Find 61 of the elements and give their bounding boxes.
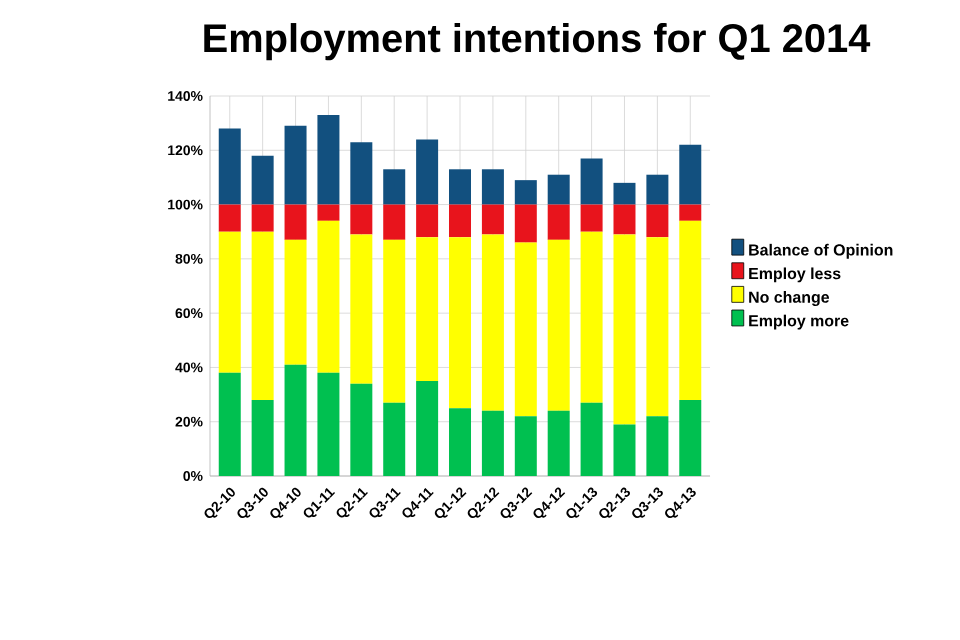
bar bbox=[613, 204, 636, 235]
bar bbox=[317, 220, 340, 373]
bar bbox=[317, 372, 340, 476]
bar bbox=[679, 220, 702, 400]
bar bbox=[646, 416, 669, 476]
bar bbox=[284, 364, 307, 476]
bar bbox=[416, 204, 439, 238]
bar bbox=[613, 424, 636, 476]
bar bbox=[383, 204, 406, 240]
bar bbox=[580, 231, 603, 403]
bar bbox=[449, 204, 472, 238]
bar bbox=[481, 169, 504, 205]
bar bbox=[317, 204, 340, 221]
bar bbox=[580, 402, 603, 476]
bar bbox=[613, 234, 636, 425]
bar bbox=[514, 416, 537, 476]
bar bbox=[218, 204, 241, 232]
bar bbox=[481, 410, 504, 476]
bar bbox=[251, 400, 274, 476]
bar bbox=[350, 234, 373, 384]
bar bbox=[350, 142, 373, 205]
bar bbox=[449, 408, 472, 476]
bar bbox=[449, 169, 472, 205]
bar bbox=[580, 158, 603, 205]
bar bbox=[481, 204, 504, 235]
bar bbox=[514, 180, 537, 205]
bar bbox=[350, 383, 373, 476]
bar bbox=[218, 231, 241, 373]
bar bbox=[251, 231, 274, 400]
bar bbox=[679, 400, 702, 476]
bar bbox=[317, 115, 340, 205]
bar bbox=[284, 125, 307, 205]
bar bbox=[580, 204, 603, 232]
bar bbox=[679, 204, 702, 221]
bar bbox=[416, 237, 439, 381]
bar bbox=[416, 139, 439, 205]
bar bbox=[514, 242, 537, 417]
bar bbox=[547, 239, 570, 411]
bar bbox=[481, 234, 504, 411]
bar bbox=[547, 204, 570, 240]
bar bbox=[514, 204, 537, 243]
bar bbox=[449, 237, 472, 409]
bar bbox=[613, 182, 636, 205]
bar bbox=[251, 155, 274, 205]
bar bbox=[251, 204, 274, 232]
bar bbox=[350, 204, 373, 235]
bar bbox=[547, 174, 570, 205]
bar bbox=[383, 402, 406, 476]
bar bbox=[416, 381, 439, 476]
bar bbox=[284, 239, 307, 365]
bar bbox=[218, 128, 241, 205]
chart-title: Employment intentions for Q1 2014 bbox=[204, 23, 871, 61]
bar bbox=[547, 410, 570, 476]
bar bbox=[218, 372, 241, 476]
bar bbox=[383, 239, 406, 403]
bar bbox=[646, 237, 669, 417]
bar bbox=[646, 204, 669, 238]
bar bbox=[646, 174, 669, 205]
bar bbox=[679, 144, 702, 205]
bar bbox=[284, 204, 307, 240]
bar bbox=[383, 169, 406, 205]
